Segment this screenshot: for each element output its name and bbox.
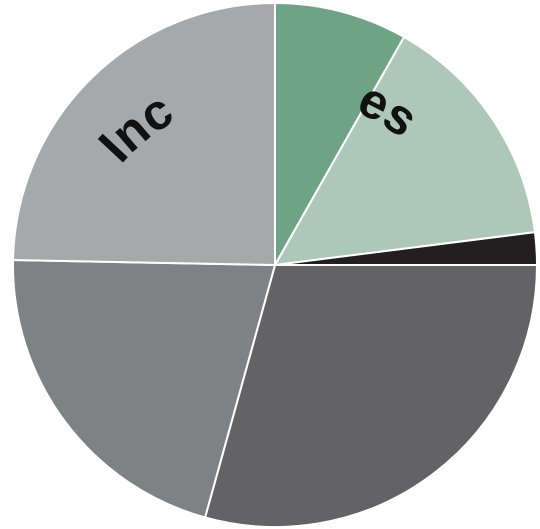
pie-slice-4 bbox=[204, 264, 538, 528]
pie-slice-1 bbox=[274, 2, 406, 266]
pie-slice-6 bbox=[12, 2, 276, 266]
pie-slice-2 bbox=[274, 36, 536, 266]
pie-slice-5 bbox=[12, 259, 276, 519]
pie-slices bbox=[12, 2, 538, 528]
